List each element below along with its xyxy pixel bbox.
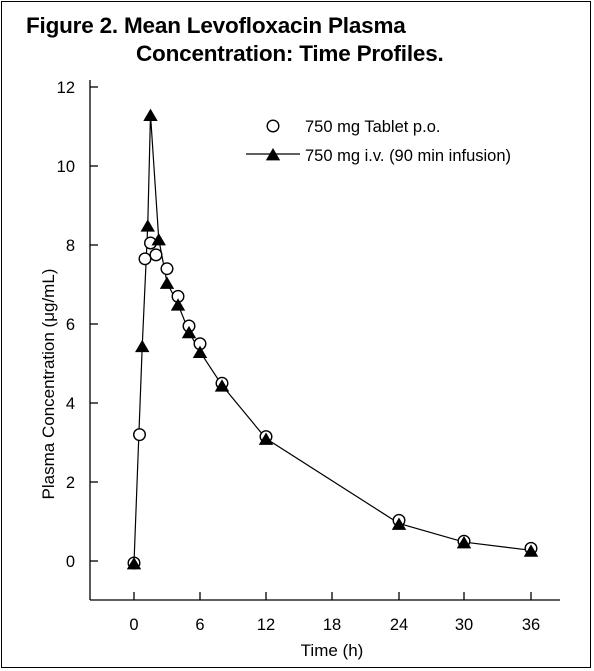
series-1-point-1 <box>135 339 150 353</box>
chart-title: Figure 2. Mean Levofloxacin Plasma Conce… <box>26 12 586 68</box>
chart-title-line2: Concentration: Time Profiles. <box>136 41 444 66</box>
series-markers <box>126 108 539 570</box>
y-tick-label-8: 8 <box>66 237 75 255</box>
legend-marker-iv <box>265 148 281 161</box>
x-tick-label-0: 0 <box>129 616 138 634</box>
legend: 750 mg Tablet p.o. 750 mg i.v. (90 min in… <box>246 118 511 165</box>
y-tick-label-2: 2 <box>66 474 75 492</box>
y-tick-label-10: 10 <box>57 158 75 176</box>
x-axis-title: Time (h) <box>301 641 364 660</box>
series-1-point-12 <box>456 536 472 549</box>
y-axis-title: Plasma Concentration (μg/mL) <box>39 269 58 500</box>
series-0-point-4 <box>149 248 163 262</box>
series-0-point-1 <box>132 428 146 442</box>
x-tick-label-18: 18 <box>323 616 341 634</box>
x-tick-label-24: 24 <box>390 616 408 634</box>
series-1-point-11 <box>391 517 407 530</box>
y-tick-label-0: 0 <box>66 553 75 571</box>
x-tick-label-30: 30 <box>455 616 473 634</box>
series-1-point-8 <box>192 345 208 359</box>
series-lines <box>133 114 532 563</box>
series-1-point-5 <box>159 276 175 289</box>
series-1-point-13 <box>523 544 539 557</box>
series-1-point-3 <box>143 108 158 122</box>
y-tick-label-12: 12 <box>57 79 75 97</box>
series-0-point-5 <box>160 262 174 276</box>
y-tick-label-6: 6 <box>66 316 75 334</box>
x-tick-label-6: 6 <box>195 616 204 634</box>
series-1-point-4 <box>151 233 166 246</box>
series-1-point-6 <box>170 298 186 311</box>
axes <box>89 80 560 601</box>
x-tick-label-36: 36 <box>522 616 540 634</box>
legend-label-iv: 750 mg i.v. (90 min infusion) <box>305 147 511 165</box>
series-line-1 <box>133 114 532 563</box>
series-0-point-2 <box>138 252 152 266</box>
y-tick-label-4: 4 <box>66 395 75 413</box>
series-1-point-0 <box>126 556 142 570</box>
series-1-point-2 <box>140 219 155 232</box>
legend-marker-tablet <box>266 119 280 133</box>
legend-label-tablet: 750 mg Tablet p.o. <box>305 118 440 136</box>
chart-title-line1: Figure 2. Mean Levofloxacin Plasma <box>26 13 406 38</box>
series-1-point-10 <box>258 432 274 445</box>
series-1-point-9 <box>214 379 230 392</box>
series-1-point-7 <box>181 325 197 339</box>
x-tick-label-12: 12 <box>257 616 275 634</box>
